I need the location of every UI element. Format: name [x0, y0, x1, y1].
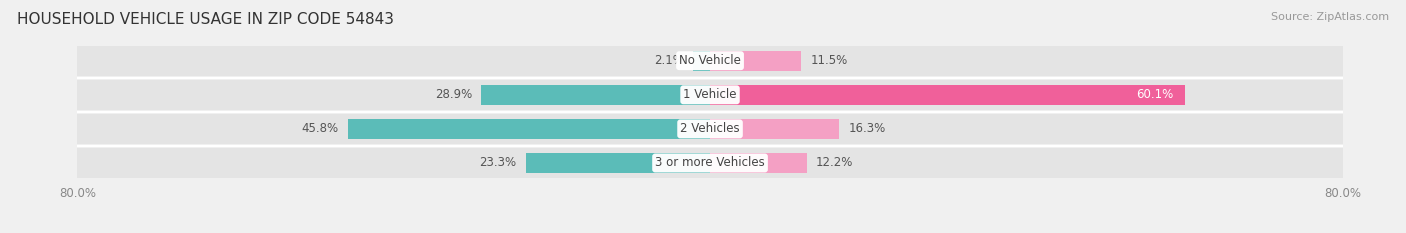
Text: 60.1%: 60.1%	[1136, 88, 1174, 101]
Text: Source: ZipAtlas.com: Source: ZipAtlas.com	[1271, 12, 1389, 22]
Text: 28.9%: 28.9%	[434, 88, 472, 101]
Text: 2 Vehicles: 2 Vehicles	[681, 122, 740, 135]
Bar	[710, 51, 801, 71]
Bar	[693, 51, 710, 71]
Bar	[77, 46, 1343, 76]
Bar	[710, 153, 807, 173]
Bar	[710, 85, 1185, 105]
Text: 2.1%: 2.1%	[654, 54, 683, 67]
Bar	[710, 119, 839, 139]
Text: 3 or more Vehicles: 3 or more Vehicles	[655, 157, 765, 169]
Text: 12.2%: 12.2%	[815, 157, 853, 169]
Text: 45.8%: 45.8%	[301, 122, 339, 135]
Text: 1 Vehicle: 1 Vehicle	[683, 88, 737, 101]
Text: No Vehicle: No Vehicle	[679, 54, 741, 67]
Bar	[347, 119, 710, 139]
Bar	[526, 153, 710, 173]
Text: HOUSEHOLD VEHICLE USAGE IN ZIP CODE 54843: HOUSEHOLD VEHICLE USAGE IN ZIP CODE 5484…	[17, 12, 394, 27]
Bar	[77, 148, 1343, 178]
Text: 11.5%: 11.5%	[810, 54, 848, 67]
Bar	[77, 114, 1343, 144]
Bar	[77, 80, 1343, 110]
Bar	[481, 85, 710, 105]
Text: 16.3%: 16.3%	[848, 122, 886, 135]
Text: 23.3%: 23.3%	[479, 157, 516, 169]
